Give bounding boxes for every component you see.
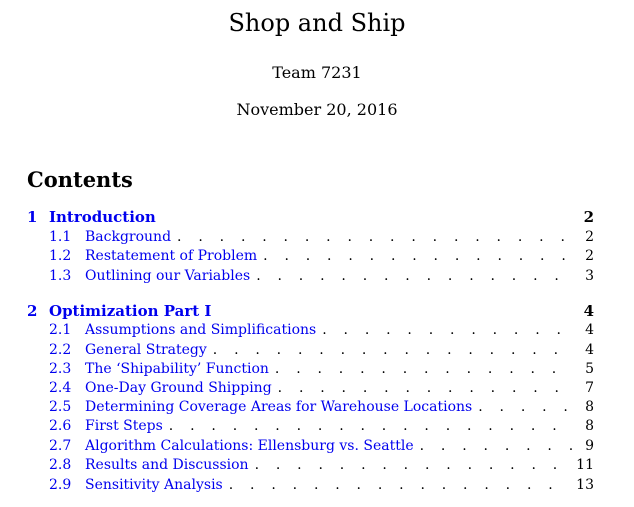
toc-entry[interactable]: 2.3 The ‘Shipability’ Function . . . . .… [27,360,594,379]
toc-page-number: 2 [585,229,594,245]
toc-entry-number: 2.6 [49,418,72,434]
document-author: Team 7231 [272,63,362,82]
toc-entry[interactable]: 2.7 Algorithm Calculations: Ellensburg v… [27,437,594,456]
toc-entry-link[interactable]: First Steps [85,418,163,434]
toc-page-number: 8 [585,399,594,415]
toc-entry-link[interactable]: Background [85,229,172,245]
toc-entry-number: 1.2 [49,248,72,264]
toc-section-number: 2 [27,302,38,320]
toc-leader: . . . . . . . . . . . . . . . . . . . . … [168,418,574,434]
toc-leader: . . . . . . . . . . . . . . . . . . . . … [277,380,574,396]
toc-entry[interactable]: 1.1 Background . . . . . . . . . . . . .… [27,228,594,247]
toc-page-number: 7 [585,380,594,396]
toc-entry-link[interactable]: One-Day Ground Shipping [85,380,272,396]
toc-section-1[interactable]: 1 Introduction . . . . . . . . . . . . .… [27,208,594,227]
toc-page-number: 5 [585,361,594,377]
toc-entry-number: 1.1 [49,229,72,245]
toc-entry[interactable]: 2.6 First Steps . . . . . . . . . . . . … [27,417,594,436]
toc-leader: . . . . . . . . . . . . . . . . . . . . … [478,399,574,415]
toc-entry-link[interactable]: Results and Discussion [85,457,249,473]
toc-entry-link[interactable]: General Strategy [85,342,207,358]
toc-entry[interactable]: 2.5 Determining Coverage Areas for Wareh… [27,398,594,417]
toc-leader: . . . . . . . . . . . . . . . . . . . . … [212,342,574,358]
toc-entry-number: 1.3 [49,268,72,284]
toc-leader: . . . . . . . . . . . . . . . . . . . . … [322,322,574,338]
toc-page-number: 13 [576,477,594,493]
toc-page-number: 2 [585,248,594,264]
toc-section-link[interactable]: Optimization Part I [49,302,212,320]
toc-entry-link[interactable]: Restatement of Problem [85,248,258,264]
toc-page-number: 8 [585,418,594,434]
toc-leader: . . . . . . . . . . . . . . . . . . . . … [177,229,574,245]
toc-page-number: 4 [583,302,594,320]
contents-heading: Contents [27,167,133,192]
toc-leader: . . . . . . . . . . . . . . . . . . . . … [274,361,574,377]
toc-entry-link[interactable]: Algorithm Calculations: Ellensburg vs. S… [85,438,414,454]
toc-entry-link[interactable]: The ‘Shipability’ Function [85,361,269,377]
toc-entry[interactable]: 2.8 Results and Discussion . . . . . . .… [27,456,594,475]
toc-entry-link[interactable]: Sensitivity Analysis [85,477,223,493]
toc-leader: . . . . . . . . . . . . . . . . . . . . … [254,457,571,473]
toc-entry-number: 2.7 [49,438,72,454]
toc-entry-number: 2.8 [49,457,72,473]
toc-entry-number: 2.1 [49,322,72,338]
toc-leader: . . . . . . . . . . . . . . . . . . . . … [228,477,570,493]
toc-entry-number: 2.4 [49,380,72,396]
toc-page-number: 4 [585,342,594,358]
toc-entry-link[interactable]: Outlining our Variables [85,268,251,284]
toc-page-number: 3 [585,268,594,284]
document-title: Shop and Ship [228,9,406,37]
toc-entry-link[interactable]: Assumptions and Simplifications [85,322,317,338]
toc-page-number: 2 [583,208,594,226]
toc-entry-number: 2.3 [49,361,72,377]
toc-page-number: 11 [576,457,594,473]
toc-section-2[interactable]: 2 Optimization Part I . . . . . . . . . … [27,302,594,321]
toc-entry[interactable]: 1.3 Outlining our Variables . . . . . . … [27,267,594,286]
toc-page-number: 4 [585,322,594,338]
toc-section-link[interactable]: Introduction [49,208,156,226]
toc-entry[interactable]: 2.4 One-Day Ground Shipping . . . . . . … [27,379,594,398]
toc-page-number: 9 [585,438,594,454]
toc-entry-link[interactable]: Determining Coverage Areas for Warehouse… [85,399,473,415]
toc-entry[interactable]: 2.1 Assumptions and Simplifications . . … [27,321,594,340]
toc-leader: . . . . . . . . . . . . . . . . . . . . … [263,248,574,264]
toc-entry-number: 2.5 [49,399,72,415]
toc-entry[interactable]: 2.9 Sensitivity Analysis . . . . . . . .… [27,476,594,495]
toc-entry-number: 2.2 [49,342,72,358]
toc-leader: . . . . . . . . . . . . . . . . . . . . … [256,268,574,284]
document-date: November 20, 2016 [236,100,398,119]
toc-entry-number: 2.9 [49,477,72,493]
toc-section-number: 1 [27,208,38,226]
toc-entry[interactable]: 2.2 General Strategy . . . . . . . . . .… [27,341,594,360]
toc-entry[interactable]: 1.2 Restatement of Problem . . . . . . .… [27,247,594,266]
toc-leader: . . . . . . . . . . . . . . . . . . . . … [419,438,574,454]
